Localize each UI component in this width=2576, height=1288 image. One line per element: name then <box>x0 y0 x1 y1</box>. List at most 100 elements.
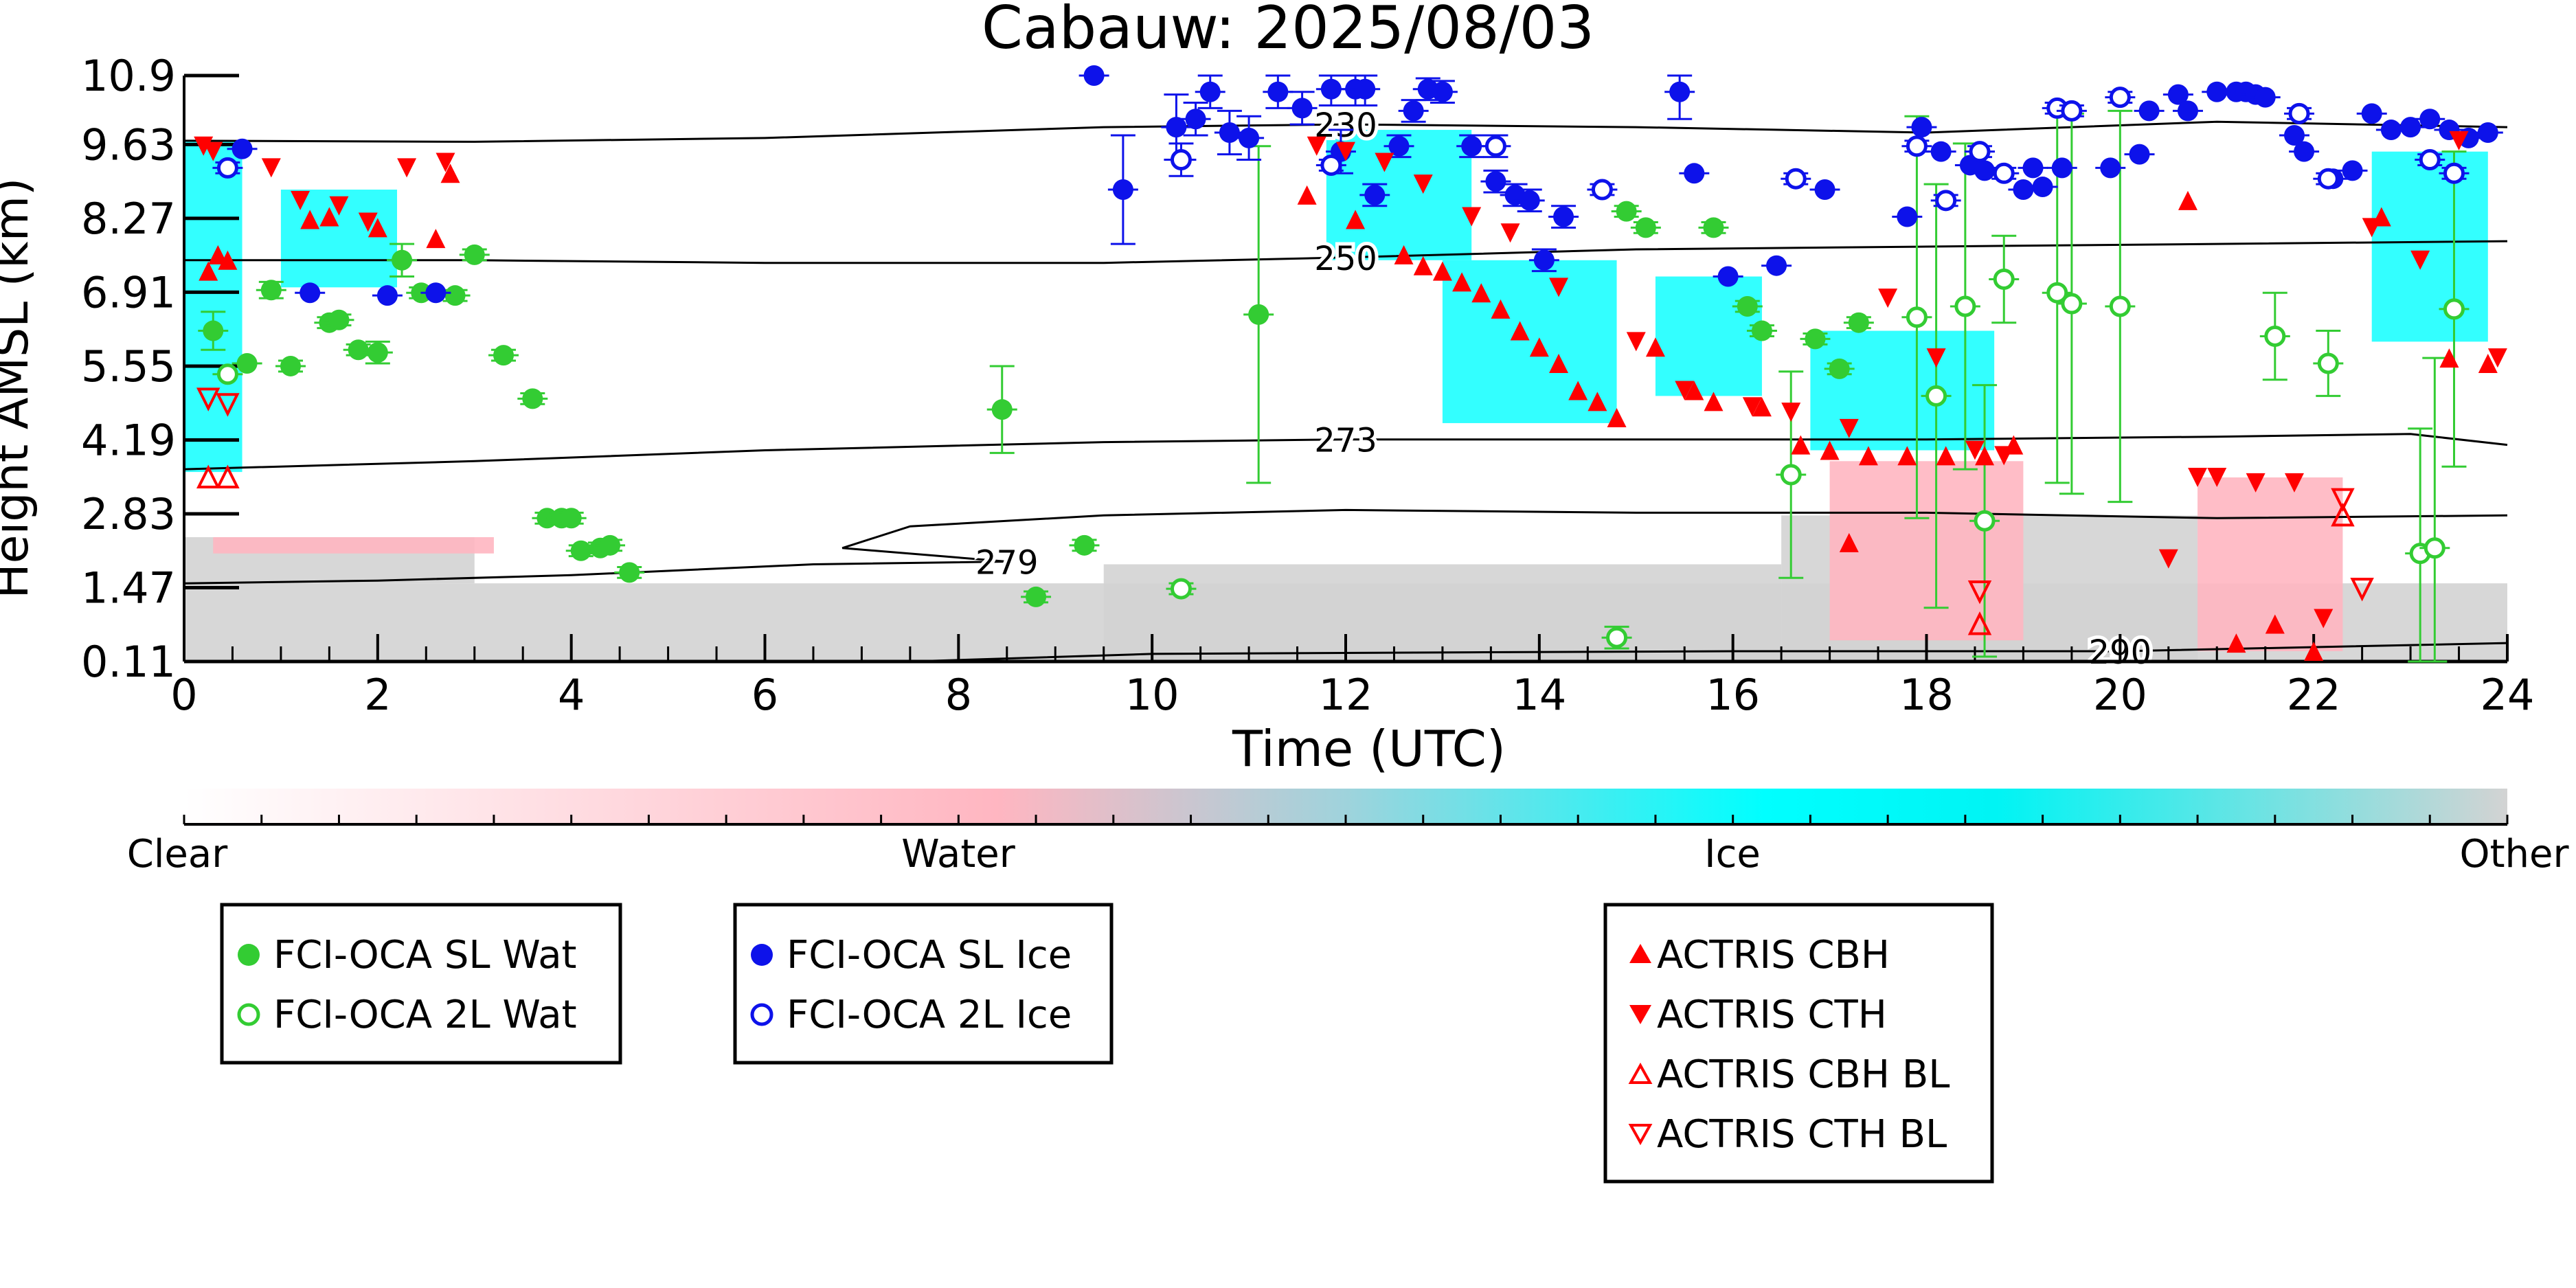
y-tick-label: 10.9 <box>81 51 176 101</box>
x-ticks: 0 2 4 6 8 10 12 14 16 18 20 22 24 <box>170 634 2534 720</box>
legend-marker-actris-cth-bl <box>1628 1124 1653 1146</box>
fci-oca-sl-ice-point <box>1814 179 1835 201</box>
actris-cth-point <box>2158 549 2178 569</box>
fci-oca-sl-ice-point <box>2100 157 2121 179</box>
x-axis-label: Time (UTC) <box>1232 720 1506 778</box>
actris-cth-point <box>1413 174 1433 194</box>
colorbar-ticks <box>183 815 2509 824</box>
y-tick-label: 4.19 <box>81 415 176 465</box>
actris-cbh-point <box>1936 446 1956 466</box>
x-tick-label: 0 <box>170 670 197 720</box>
colorbar-label-ice: Ice <box>1704 832 1761 877</box>
actris-cbh-point <box>1491 299 1511 319</box>
fci-oca-sl-wat-point <box>203 320 224 341</box>
fci-oca-sl-ice-point <box>1320 78 1342 100</box>
actris-cth-point <box>358 212 378 232</box>
actris-cth-point <box>1926 348 1946 368</box>
x-tick-label: 12 <box>1319 670 1373 720</box>
y-tick-label: 5.55 <box>81 341 176 392</box>
legend-marker-actris-cbh <box>1629 944 1651 963</box>
fci-oca-sl-ice-point <box>1897 206 1918 227</box>
y-tick-label: 2.83 <box>81 489 176 539</box>
legend-marker-actris-cth <box>1629 1005 1651 1024</box>
fci-oca-sl-ice-point <box>2294 141 2315 162</box>
fci-oca-sl-wat-point <box>570 540 591 561</box>
actris-cth-point <box>436 152 455 172</box>
actris-cth-point <box>2246 473 2266 493</box>
fci-oca-sl-ice-point <box>2255 87 2276 108</box>
y-axis-label: Height AMSL (km) <box>0 178 39 599</box>
fci-oca-sl-ice-point <box>1388 135 1410 157</box>
x-tick-label: 22 <box>2287 670 2341 720</box>
actris-cbh-bl-point <box>2331 502 2355 527</box>
fci-oca-2l-wat-point <box>1170 578 1192 600</box>
fci-oca-2l-wat-point <box>1780 464 1802 486</box>
fci-oca-sl-wat-point <box>392 249 413 271</box>
fci-oca-sl-wat-point <box>1703 217 1724 238</box>
actris-cbh-point <box>440 163 460 183</box>
y-tick-label: 8.27 <box>81 194 176 244</box>
fci-oca-2l-wat-point <box>1906 306 1928 328</box>
legend-label-actris-cth: ACTRIS CTH <box>1657 993 1887 1037</box>
fci-oca-sl-ice-point <box>1766 255 1787 276</box>
y-tick-label: 6.91 <box>81 267 176 317</box>
legend-actris-box <box>1603 903 1994 1184</box>
actris-cth-point <box>2487 348 2507 368</box>
fci-oca-sl-wat-point <box>1074 534 1095 556</box>
fci-oca-2l-ice-point <box>1993 162 2015 184</box>
x-tick-label: 24 <box>2481 670 2535 720</box>
fci-oca-sl-ice-point <box>1291 98 1313 119</box>
fci-oca-sl-ice-point <box>1930 141 1952 162</box>
actris-cbh-point <box>208 245 228 264</box>
fci-oca-sl-ice-point <box>2129 144 2150 165</box>
actris-cth-point <box>2410 250 2430 270</box>
fci-oca-2l-ice-point <box>1320 154 1342 176</box>
fci-oca-sl-ice-point <box>376 285 398 306</box>
fci-oca-sl-ice-point <box>2206 81 2228 102</box>
actris-cth-bl-point <box>1967 580 1992 605</box>
actris-cbh-point <box>199 261 218 281</box>
fci-oca-sl-ice-point <box>231 138 253 159</box>
fci-oca-sl-ice-point <box>1267 81 1289 102</box>
fci-oca-2l-ice-point <box>1969 141 1991 163</box>
fci-oca-2l-ice-point <box>216 157 238 179</box>
fci-oca-sl-ice-point <box>2477 122 2498 144</box>
actris-cth-point <box>1462 207 1482 227</box>
fci-oca-sl-wat-point <box>493 345 515 366</box>
actris-cth-point <box>203 142 223 161</box>
fci-oca-sl-ice-point <box>1519 190 1540 211</box>
fci-oca-sl-ice-point <box>1485 171 1506 192</box>
actris-cbh-point <box>1897 446 1917 466</box>
actris-cbh-point <box>1704 392 1724 411</box>
fci-oca-sl-wat-point <box>348 339 369 361</box>
x-tick-label: 18 <box>1899 670 1954 720</box>
actris-cth-point <box>2188 468 2208 488</box>
actris-cth-point <box>1994 446 2014 466</box>
actris-cth-point <box>1549 278 1569 297</box>
fci-oca-sl-ice-point <box>1717 266 1739 287</box>
legend-marker-2l-wat <box>237 1003 260 1026</box>
fci-oca-sl-wat-point <box>991 399 1013 420</box>
fci-oca-2l-wat-point <box>1606 626 1628 648</box>
fci-oca-sl-ice-point <box>1083 65 1105 86</box>
legend-label-actris-cth-bl: ACTRIS CTH BL <box>1657 1112 1947 1157</box>
actris-cth-bl-point <box>216 393 240 417</box>
fci-oca-sl-ice-point <box>2138 100 2160 122</box>
actris-cth-point <box>2284 473 2304 493</box>
y-ticks: 0.11 1.47 2.83 4.19 5.55 6.91 8.27 9.63 10.9 <box>81 51 239 687</box>
x-tick-label: 10 <box>1125 670 1179 720</box>
fci-oca-2l-ice-point <box>1935 190 1957 212</box>
fci-oca-2l-ice-point <box>1591 179 1613 201</box>
actris-cth-point <box>2362 218 2382 238</box>
x-tick-label: 16 <box>1706 670 1760 720</box>
fci-oca-sl-wat-point <box>1751 320 1772 341</box>
fci-oca-2l-wat-point <box>1993 268 2015 290</box>
actris-cbh-point <box>1645 337 1665 357</box>
fci-oca-2l-wat-point <box>1974 510 1996 532</box>
fci-oca-sl-ice-point <box>300 282 321 304</box>
actris-cbh-bl-point <box>216 464 240 489</box>
cloud-mask-region <box>1442 260 1617 423</box>
x-tick-label: 2 <box>364 670 391 720</box>
fci-oca-sl-ice-point <box>1185 109 1206 130</box>
y-tick-label: 0.11 <box>81 637 176 687</box>
